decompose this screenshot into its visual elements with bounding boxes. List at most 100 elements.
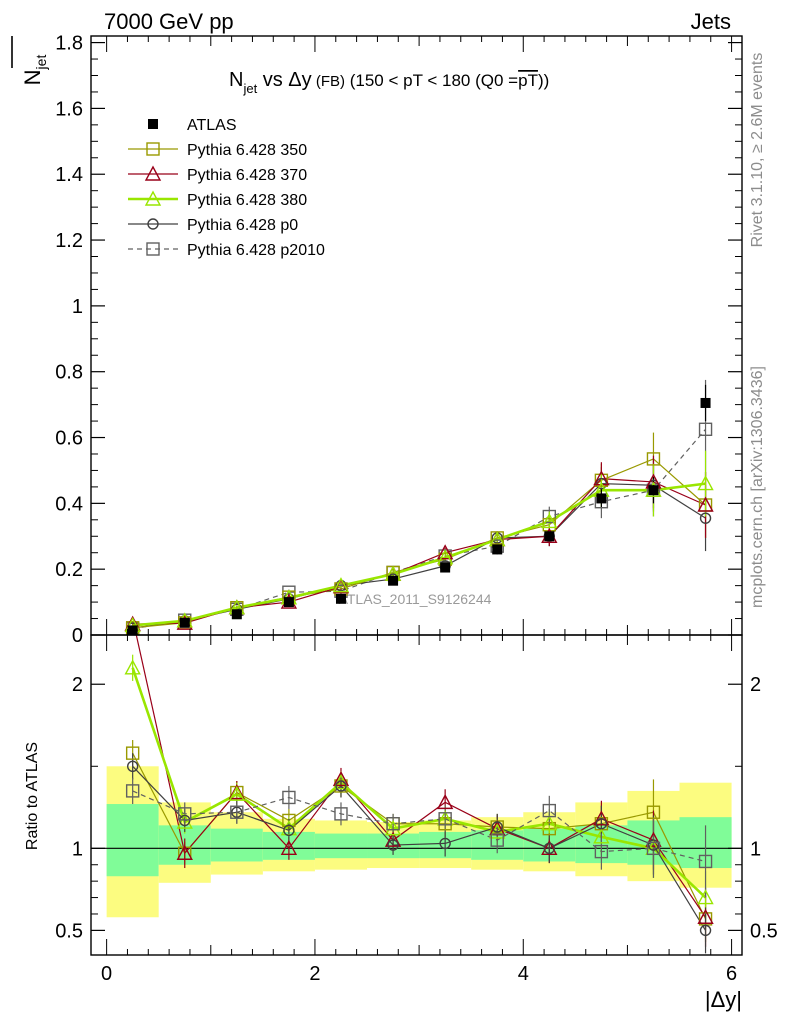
main-point-atlas [388,575,399,586]
ratio-point-p2010 [178,807,192,821]
ratio-line-p0 [132,765,707,931]
ratio-line-p370 [135,635,707,918]
main-point-p2010 [698,422,713,436]
header-right: Jets [691,9,731,34]
legend-marker-atlas [148,119,158,129]
main-point-p2010 [542,509,557,524]
main-line-p0 [132,482,706,629]
legend-marker-p2010 [146,242,160,256]
main-ytick-label: 1.4 [55,164,83,186]
ratio-point-p0 [335,780,347,792]
legend-label-p2010: Pythia 6.428 p2010 [187,242,325,259]
legend-label-p0: Pythia 6.428 p0 [187,217,298,234]
main-point-atlas [127,625,138,636]
main-ytick-label: 1 [72,296,83,318]
ratio-point-p370 [280,839,298,856]
main-point-atlas [544,531,555,542]
ratio-point-p0 [543,842,556,855]
main-point-atlas [648,485,659,496]
ratio-point-p380 [593,828,610,844]
ratio-point-p380 [228,785,245,801]
ratio-point-p0 [283,824,295,836]
ratio-point-p370 [645,831,662,847]
legend-marker-p350 [146,142,160,156]
ratio-point-p0 [647,839,660,851]
ratio-point-p2010 [542,803,557,818]
ratio-point-p2010 [230,805,244,819]
side-label-mcplots: mcplots.cern.ch [arXiv:1306.3436] [749,366,766,608]
main-ytick-label: 0.6 [55,428,83,450]
side-label-rivet: Rivet 3.1.10, ≥ 2.6M events [749,53,766,248]
main-ytick-label: 0.8 [55,362,83,384]
ratio-ytick-label-right: 1 [750,838,761,860]
header-left: 7000 GeV pp [104,9,234,34]
ratio-point-p370 [176,844,193,860]
ratio-point-p0 [439,837,451,850]
ratio-point-p0 [699,924,712,937]
legend-label-p350: Pythia 6.428 350 [187,142,307,159]
ratio-ytick-label-right: 2 [750,674,761,696]
ratio-point-p0 [595,818,608,830]
ratio-point-p350 [282,813,296,828]
ratio-ytick-label: 0.5 [55,920,83,942]
legend-label-atlas: ATLAS [187,117,237,134]
ratio-point-p370 [228,784,245,800]
main-point-atlas [179,617,190,628]
main-point-atlas [283,597,294,608]
ratio-line-p2010 [132,790,706,863]
series-lines [131,428,707,931]
main-ytick-label: 1.2 [55,230,83,252]
main-point-p380 [697,475,714,491]
ratio-ylabel: Ratio to ATLAS [24,742,41,850]
legend-label-p370: Pythia 6.428 370 [187,167,307,184]
x-axis-label: |Δy| [705,987,742,1012]
ratio-point-p2010 [490,833,504,847]
ratio-point-p2010 [282,790,296,805]
ratio-point-p2010 [125,784,140,798]
main-point-p370 [593,470,610,486]
ratio-point-p2010 [386,817,400,831]
main-point-atlas [492,544,503,555]
xtick-label: 6 [726,963,737,985]
plot-title: Njet vs Δy (FB) (150 < pT < 180 (Q0 =pT)… [229,69,549,96]
xtick-label: 0 [101,963,112,985]
ratio-point-p370 [332,770,350,787]
main-line-p2010 [132,428,706,630]
ratio-point-p2010 [698,854,713,869]
main-point-p0 [595,477,608,490]
ratio-point-p0 [387,839,399,851]
ratio-point-p380 [541,815,558,831]
main-point-p350 [646,452,661,466]
band-green [106,804,159,877]
main-point-p380 [332,577,350,593]
main-point-p380 [541,512,558,529]
main-ytick-label: 1.6 [55,98,83,120]
legend-marker-p380 [144,190,162,206]
ratio-point-p2010 [334,807,348,821]
legend: ATLAS Pythia 6.428 350 Pythia 6.428 370 Pyt… [128,117,325,259]
main-point-atlas [440,562,451,573]
main-ytick-label: 1.8 [55,33,83,55]
band-green [314,833,368,859]
legend-marker-p370 [144,165,162,181]
ratio-point-p0 [491,821,503,833]
ratio-point-p350 [125,746,140,760]
ratio-point-p370 [593,810,610,826]
main-ytick-label: 0.2 [55,559,83,581]
ratio-point-p2010 [438,812,452,826]
main-point-atlas [700,397,711,408]
series-markers [124,397,714,937]
ratio-ytick-label: 2 [72,674,83,696]
ratio-line-p380 [131,667,707,899]
xtick-label: 2 [309,963,320,985]
ratio-point-p380 [176,813,193,829]
ratio-point-p0 [126,760,139,772]
main-ytick-label: 0.4 [55,493,83,515]
ratio-point-p2010 [646,841,661,856]
ratio-point-p350 [646,805,661,819]
axes: 0 0.2 0.4 0.6 0.8 1 1.2 1.4 1.6 1.8 0.5 0.5 1 1 2 2 0 2 4 6 [55,33,778,985]
main-point-atlas [335,593,346,604]
main-point-p0 [699,512,712,524]
main-point-p370 [436,544,454,560]
main-point-p370 [697,496,714,512]
